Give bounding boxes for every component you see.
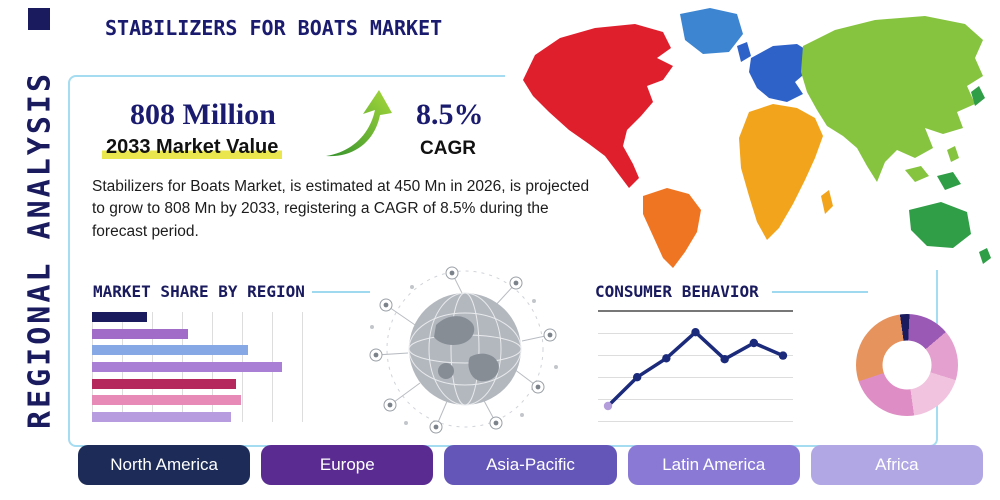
regional-donut-chart: [856, 314, 958, 416]
bar-row: [92, 312, 332, 322]
map-australia: [909, 202, 971, 248]
map-africa: [739, 104, 823, 240]
map-madagascar: [821, 190, 833, 214]
region-button-north-america[interactable]: North America: [78, 445, 251, 485]
map-philippines: [947, 146, 959, 162]
corner-decoration-square: [28, 8, 50, 30]
map-se-asia-1: [905, 166, 929, 182]
consumer-behavior-line-chart: [598, 310, 793, 425]
bar-region-6: [92, 395, 241, 406]
heading-market-share-by-region: MARKET SHARE BY REGION: [93, 282, 305, 301]
region-button-africa[interactable]: Africa: [810, 445, 984, 485]
region-button-asia-pacific[interactable]: Asia-Pacific: [444, 445, 617, 485]
cagr-label: CAGR: [420, 138, 476, 159]
side-vertical-label: REGIONAL ANALYSIS: [22, 70, 58, 430]
line-marker-3: [662, 354, 671, 363]
line-marker-2: [632, 373, 642, 382]
line-marker-1: [603, 401, 613, 411]
bar-row: [92, 411, 332, 422]
map-japan: [971, 86, 985, 106]
bar-row: [92, 328, 332, 339]
line-marker-7: [778, 351, 788, 360]
map-new-zealand: [979, 248, 991, 264]
map-asia: [801, 16, 983, 182]
market-value-caption: 2033 Market Value: [102, 136, 283, 159]
donut-hole: [882, 340, 932, 390]
market-description: Stabilizers for Boats Market, is estimat…: [92, 178, 590, 240]
line-marker-6: [749, 338, 759, 348]
bar-region-2: [92, 328, 188, 339]
map-north-america: [523, 24, 673, 188]
divider: [772, 291, 868, 293]
bar-row: [92, 345, 332, 356]
heading-consumer-behavior: CONSUMER BEHAVIOR: [595, 282, 759, 301]
region-button-latin-america[interactable]: Latin America: [627, 445, 800, 485]
bar-row: [92, 361, 332, 372]
map-se-asia-2: [937, 172, 961, 190]
cagr-value: 8.5%: [416, 98, 484, 131]
bar-region-3: [92, 345, 248, 356]
region-button-row: North America Europe Asia-Pacific Latin Ame…: [78, 445, 984, 485]
bar-row: [92, 395, 332, 406]
region-button-europe[interactable]: Europe: [261, 445, 434, 485]
market-share-bar-chart: [92, 312, 332, 422]
map-greenland: [680, 8, 743, 54]
bar-region-7: [92, 411, 232, 422]
bar-region-4: [92, 361, 282, 372]
world-map-svg: [523, 8, 991, 268]
world-map: [505, 0, 1000, 270]
map-europe: [749, 44, 813, 102]
bar-region-1: [92, 312, 148, 322]
globe-network-illustration: [366, 264, 564, 434]
map-uk: [737, 42, 751, 62]
bar-region-5: [92, 378, 236, 389]
bar-row: [92, 378, 332, 389]
line-marker-5: [720, 355, 729, 364]
market-value-2033: 808 Million: [130, 98, 276, 131]
divider: [312, 291, 370, 293]
map-south-america: [643, 188, 701, 268]
page-title: STABILIZERS FOR BOATS MARKET: [105, 16, 443, 40]
growth-arrow-icon: [325, 87, 394, 158]
line-marker-4: [691, 328, 700, 337]
